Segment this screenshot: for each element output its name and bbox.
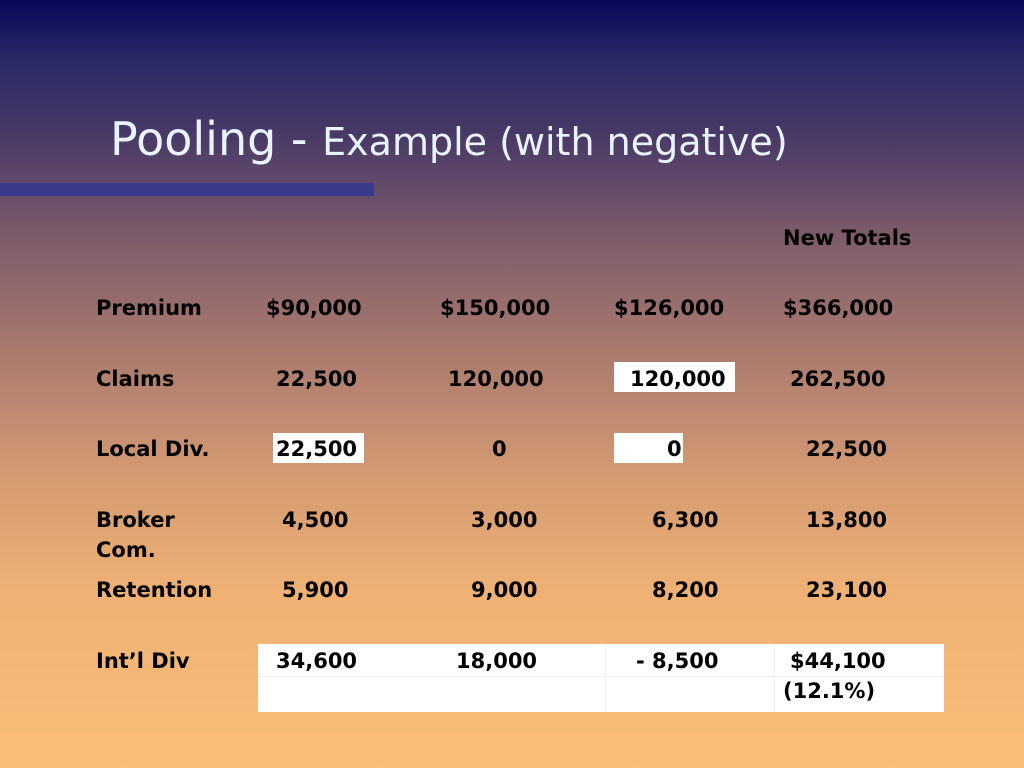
premium-total: $366,000 bbox=[783, 296, 894, 320]
claims-col1: 22,500 bbox=[276, 367, 358, 391]
local-div-col2: 0 bbox=[492, 437, 507, 461]
row-label-retention: Retention bbox=[96, 578, 213, 602]
row-label-premium: Premium bbox=[96, 296, 202, 320]
broker-col3: 6,300 bbox=[652, 508, 719, 532]
highlight-claims-col3 bbox=[614, 362, 735, 392]
row-label-broker-com: Com. bbox=[96, 538, 156, 562]
retention-col1: 5,900 bbox=[282, 578, 349, 602]
row-label-broker: Broker bbox=[96, 508, 175, 532]
claims-col2: 120,000 bbox=[448, 367, 544, 391]
intl-div-percent: (12.1%) bbox=[783, 679, 876, 703]
intl-div-col2: 18,000 bbox=[456, 649, 538, 673]
retention-col2: 9,000 bbox=[471, 578, 538, 602]
retention-total: 23,100 bbox=[806, 578, 888, 602]
premium-col2: $150,000 bbox=[440, 296, 551, 320]
local-div-col1: 22,500 bbox=[276, 437, 358, 461]
local-div-total: 22,500 bbox=[806, 437, 888, 461]
title-sub: Example (with negative) bbox=[322, 120, 788, 164]
intl-div-grid-line bbox=[605, 644, 606, 712]
intl-div-grid-line bbox=[774, 644, 775, 712]
highlight-localdiv-col3 bbox=[614, 433, 683, 463]
title-underline-bar bbox=[0, 183, 374, 196]
highlight-intl-div-row bbox=[258, 644, 944, 712]
row-label-intl-div: Int’l Div bbox=[96, 649, 190, 673]
intl-div-grid-line bbox=[258, 676, 944, 677]
local-div-col3: 0 bbox=[667, 437, 682, 461]
premium-col3: $126,000 bbox=[614, 296, 725, 320]
premium-col1: $90,000 bbox=[266, 296, 362, 320]
slide-title: Pooling - Example (with negative) bbox=[110, 112, 788, 166]
broker-col2: 3,000 bbox=[471, 508, 538, 532]
title-main: Pooling - bbox=[110, 112, 323, 166]
intl-div-total: $44,100 bbox=[790, 649, 886, 673]
claims-col3: 120,000 bbox=[630, 367, 726, 391]
new-totals-header: New Totals bbox=[783, 226, 912, 250]
intl-div-col1: 34,600 bbox=[276, 649, 358, 673]
row-label-local-div: Local Div. bbox=[96, 437, 210, 461]
retention-col3: 8,200 bbox=[652, 578, 719, 602]
row-label-claims: Claims bbox=[96, 367, 175, 391]
claims-total: 262,500 bbox=[790, 367, 886, 391]
broker-total: 13,800 bbox=[806, 508, 888, 532]
intl-div-col3: - 8,500 bbox=[636, 649, 719, 673]
broker-col1: 4,500 bbox=[282, 508, 349, 532]
highlight-localdiv-col1 bbox=[273, 433, 364, 463]
